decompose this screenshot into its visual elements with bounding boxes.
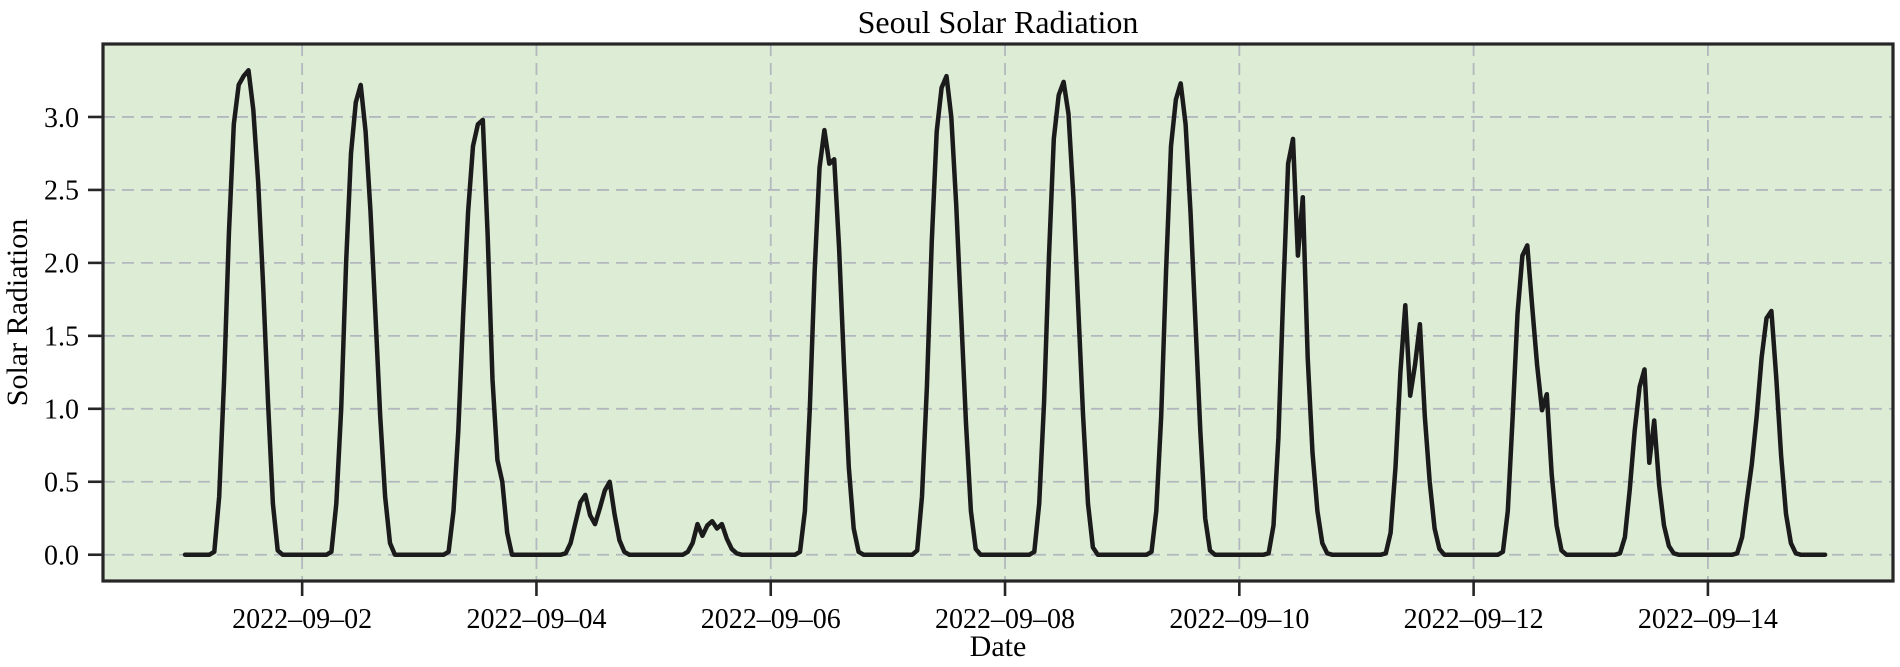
x-tick-label: 2022–09–14 [1638, 604, 1778, 635]
x-tick-label: 2022–09–12 [1404, 604, 1544, 635]
plot-area [103, 44, 1893, 581]
plot-spines [101, 42, 1895, 583]
y-tick-label: 1.5 [44, 322, 79, 353]
y-tick-label: 0.5 [44, 468, 79, 499]
x-tick-label: 2022–09–10 [1169, 604, 1309, 635]
chart-title: Seoul Solar Radiation [858, 4, 1139, 40]
x-tick-label: 2022–09–08 [935, 604, 1075, 635]
y-tick-label: 1.0 [44, 395, 79, 426]
x-tick-label: 2022–09–02 [232, 604, 372, 635]
y-tick-label: 0.0 [44, 541, 79, 572]
x-axis-label: Date [970, 630, 1027, 663]
y-tick-label: 2.0 [44, 249, 79, 280]
solar-radiation-line [182, 68, 1828, 557]
y-tick-label: 2.5 [44, 176, 79, 207]
x-tick-label: 2022–09–06 [701, 604, 841, 635]
y-axis-label: Solar Radiation [1, 219, 34, 406]
plot-generated-layer: 2022–09–02 2022–09–04 2022–09–06 2022–09–08… [44, 42, 1895, 635]
tick-marks [88, 115, 1710, 596]
y-tick-label: 3.0 [44, 103, 79, 134]
x-tick-label: 2022–09–04 [466, 604, 606, 635]
